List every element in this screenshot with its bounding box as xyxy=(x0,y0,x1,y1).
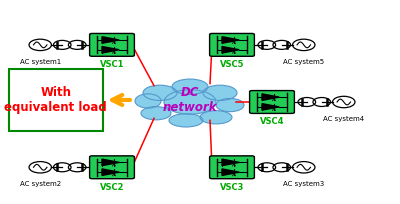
Ellipse shape xyxy=(169,114,203,127)
Polygon shape xyxy=(262,94,279,100)
FancyBboxPatch shape xyxy=(90,33,134,56)
FancyBboxPatch shape xyxy=(210,33,254,56)
Text: VSC1: VSC1 xyxy=(100,60,124,69)
Text: AC system5: AC system5 xyxy=(283,59,324,65)
Ellipse shape xyxy=(216,99,244,112)
Ellipse shape xyxy=(141,106,171,120)
Ellipse shape xyxy=(200,111,232,124)
Ellipse shape xyxy=(172,79,208,94)
Polygon shape xyxy=(102,169,119,175)
Text: AC system3: AC system3 xyxy=(283,181,324,187)
Text: VSC5: VSC5 xyxy=(220,60,244,69)
Text: AC system2: AC system2 xyxy=(20,181,61,187)
Text: AC system4: AC system4 xyxy=(323,116,364,122)
Text: AC system1: AC system1 xyxy=(20,59,61,65)
FancyBboxPatch shape xyxy=(90,156,134,179)
Polygon shape xyxy=(102,159,119,166)
Text: DC
network: DC network xyxy=(163,86,217,114)
Polygon shape xyxy=(262,104,279,110)
Ellipse shape xyxy=(203,85,237,101)
Polygon shape xyxy=(222,159,239,166)
Text: VSC2: VSC2 xyxy=(100,183,124,192)
Ellipse shape xyxy=(135,94,161,108)
FancyBboxPatch shape xyxy=(210,156,254,179)
Text: VSC4: VSC4 xyxy=(260,117,284,126)
FancyBboxPatch shape xyxy=(9,69,103,131)
Text: With
equivalent load: With equivalent load xyxy=(4,86,107,114)
FancyBboxPatch shape xyxy=(250,91,294,113)
Ellipse shape xyxy=(143,85,177,101)
Polygon shape xyxy=(222,47,239,53)
Ellipse shape xyxy=(164,90,216,114)
Polygon shape xyxy=(102,47,119,53)
Polygon shape xyxy=(222,169,239,175)
Text: VSC3: VSC3 xyxy=(220,183,244,192)
Polygon shape xyxy=(222,37,239,43)
Polygon shape xyxy=(102,37,119,43)
